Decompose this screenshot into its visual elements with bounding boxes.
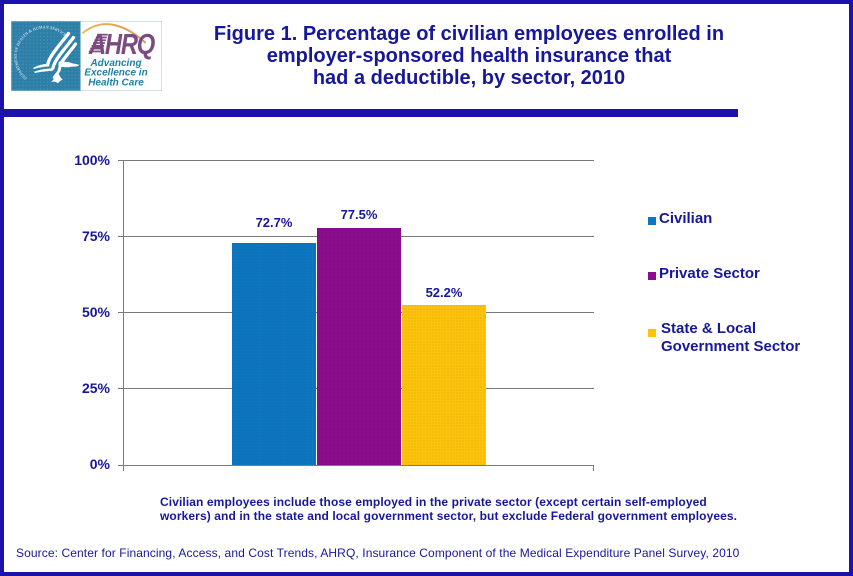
svg-text:Health Care: Health Care <box>88 77 144 88</box>
svg-text:Advancing: Advancing <box>89 58 141 69</box>
svg-text:Excellence in: Excellence in <box>84 68 147 79</box>
svg-text:AHRQ: AHRQ <box>88 28 156 61</box>
